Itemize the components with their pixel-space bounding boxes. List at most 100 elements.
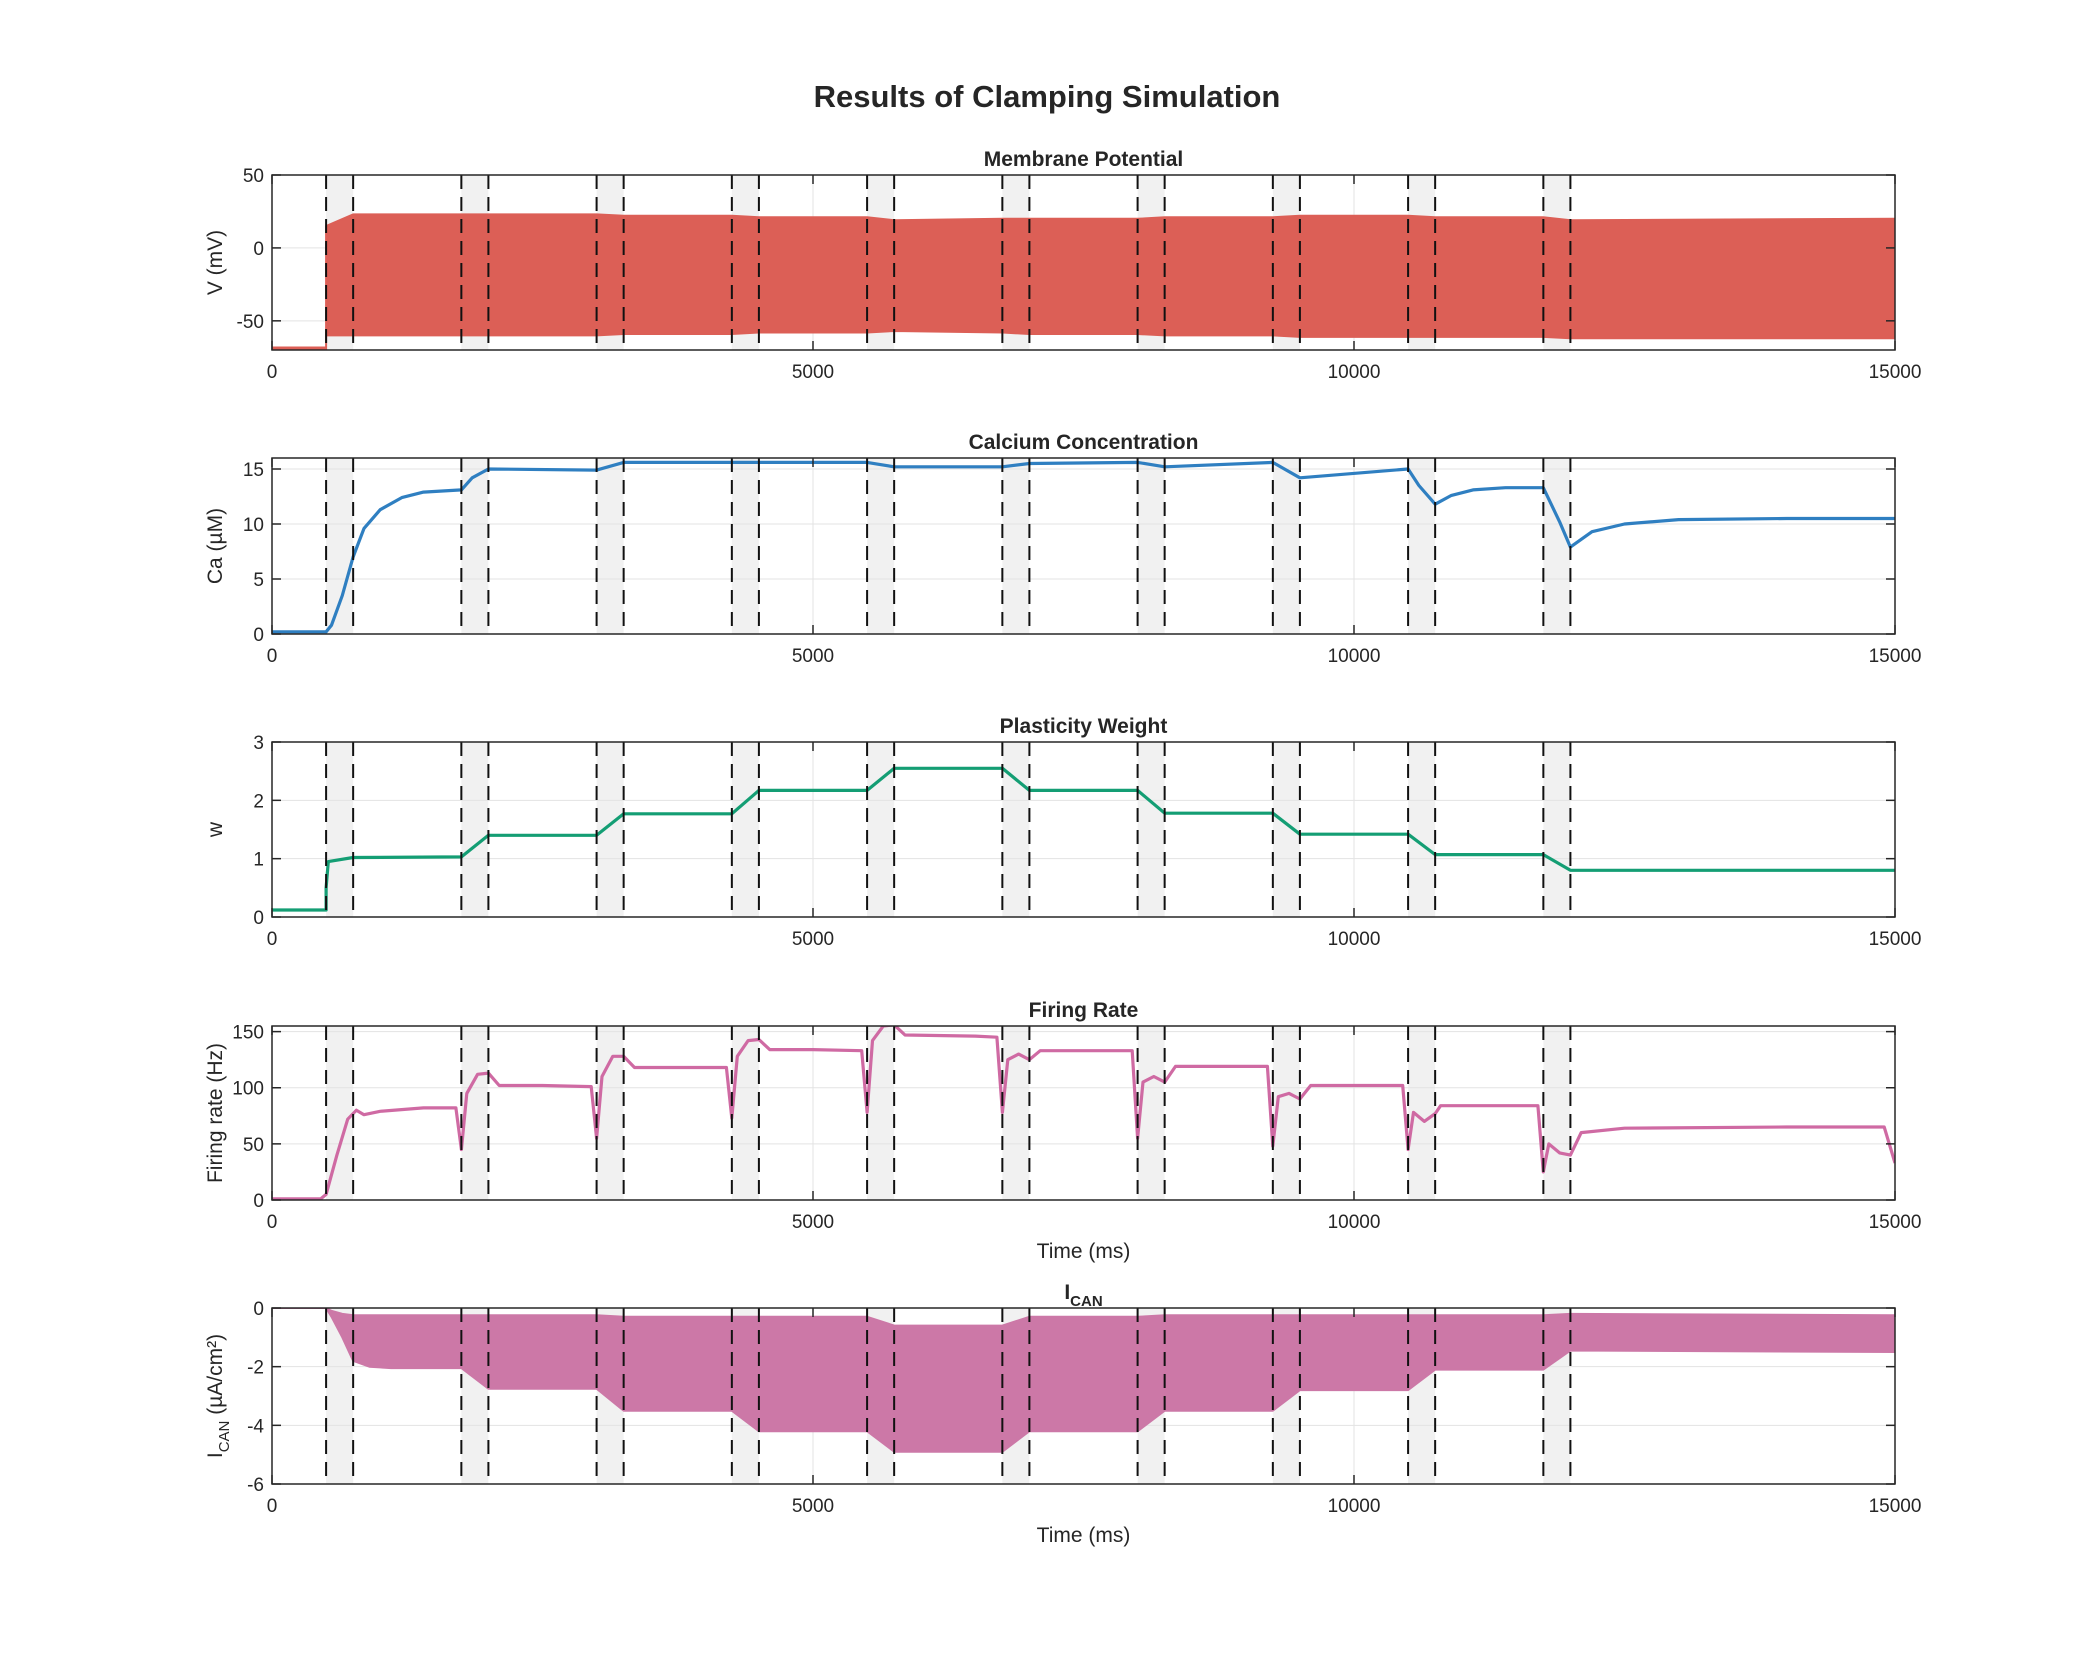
- clamp-window: [1002, 742, 1030, 917]
- clamp-window: [731, 742, 759, 917]
- figure-title: Results of Clamping Simulation: [814, 79, 1281, 114]
- x-tick-label: 10000: [1328, 362, 1381, 383]
- y-axis-label: V (mV): [204, 230, 227, 295]
- x-tick-label: 5000: [792, 1496, 834, 1517]
- y-tick-label: 1: [253, 850, 264, 871]
- x-tick-label: 10000: [1328, 646, 1381, 667]
- clamp-window: [1272, 458, 1300, 634]
- plasticity-weight-panel: 0 5000 10000 15000 0 1 2 3 Plasticity Weight w: [204, 715, 1921, 950]
- series-group: [272, 1026, 1895, 1200]
- x-axis-label: Time (ms): [1037, 1524, 1131, 1547]
- clamp-window: [1137, 1026, 1165, 1200]
- y-tick-label: 15: [243, 460, 264, 481]
- y-axis-label: Firing rate (Hz): [204, 1043, 227, 1183]
- series-line: [272, 460, 1895, 634]
- y-tick-label: 10: [243, 515, 264, 536]
- x-tick-label: 15000: [1869, 646, 1922, 667]
- firing-rate-panel: 0 5000 10000 15000 0 50 100 150 Firing Rate Firin…: [204, 999, 1921, 1263]
- y-tick-label: 0: [253, 1191, 264, 1212]
- y-tick-label: 50: [243, 1135, 264, 1156]
- clamp-window: [1543, 458, 1571, 634]
- y-tick-label: 0: [253, 625, 264, 646]
- panel-title: ICAN: [1064, 1281, 1102, 1310]
- x-tick-label: 15000: [1869, 362, 1922, 383]
- calcium-concentration-panel: 0 5000 10000 15000 0 5 10 15 Calcium Concentrati…: [204, 431, 1921, 667]
- panel-title-subscript: CAN: [1070, 1293, 1103, 1310]
- clamp-window: [1543, 1026, 1571, 1200]
- y-tick-label: 5: [253, 570, 264, 591]
- clamp-window: [1137, 742, 1165, 917]
- y-tick-label: -2: [247, 1358, 264, 1379]
- y-tick-label: -4: [247, 1416, 264, 1437]
- clamp-window: [461, 458, 489, 634]
- series-band: [272, 213, 1895, 350]
- panel-title: Calcium Concentration: [969, 431, 1199, 454]
- axes-box: [271, 741, 1896, 918]
- x-tick-label: 0: [267, 362, 278, 383]
- y-tick-label: 0: [253, 239, 264, 260]
- x-tick-label: 5000: [792, 1212, 834, 1233]
- x-axis-label: Time (ms): [1037, 1240, 1131, 1263]
- panel-title: Firing Rate: [1029, 999, 1139, 1022]
- x-tick-label: 10000: [1328, 929, 1381, 950]
- series-group: [272, 213, 1895, 350]
- y-tick-label: -50: [237, 312, 264, 333]
- x-tick-label: 0: [267, 646, 278, 667]
- i-can-panel: 0 5000 10000 15000 -6 -4 -2 0 ICAN ICAN (µA/cm²) T…: [204, 1281, 1921, 1547]
- y-axis-label-units: (µA/cm²): [204, 1334, 227, 1421]
- clamp-window: [1543, 742, 1571, 917]
- x-tick-label: 0: [267, 929, 278, 950]
- series-line: [272, 1026, 1895, 1200]
- clamp-window: [596, 742, 624, 917]
- clamp-window: [1408, 742, 1436, 917]
- clamp-window: [596, 1026, 624, 1200]
- membrane-potential-panel: 0 5000 10000 15000 -50 0 50 Membrane Potential V…: [204, 148, 1921, 383]
- clamp-window: [1408, 458, 1436, 634]
- y-axis-label: ICAN (µA/cm²): [204, 1334, 233, 1458]
- y-tick-label: 0: [253, 1299, 264, 1320]
- clamp-window: [1002, 1026, 1030, 1200]
- series-line: [272, 766, 1895, 912]
- y-tick-label: 50: [243, 166, 264, 187]
- panel-title: Plasticity Weight: [1000, 715, 1168, 738]
- x-tick-label: 5000: [792, 646, 834, 667]
- x-tick-label: 15000: [1869, 929, 1922, 950]
- axes-box: [271, 1025, 1896, 1201]
- y-axis-label: Ca (µM): [204, 508, 227, 584]
- axes-box: [271, 1307, 1896, 1485]
- clamp-window: [596, 458, 624, 634]
- x-tick-label: 15000: [1869, 1496, 1922, 1517]
- x-tick-label: 15000: [1869, 1212, 1922, 1233]
- y-axis-label-subscript: CAN: [216, 1421, 233, 1453]
- y-tick-label: 0: [253, 908, 264, 929]
- y-tick-label: -6: [247, 1475, 264, 1496]
- x-tick-label: 5000: [792, 362, 834, 383]
- panel-title: Membrane Potential: [984, 148, 1184, 171]
- clamp-window: [326, 742, 354, 917]
- x-tick-label: 10000: [1328, 1496, 1381, 1517]
- clamp-window: [731, 1026, 759, 1200]
- y-tick-label: 3: [253, 733, 264, 754]
- clamp-window: [461, 742, 489, 917]
- clamp-window: [1137, 458, 1165, 634]
- y-tick-label: 2: [253, 791, 264, 812]
- clamp-window: [1002, 458, 1030, 634]
- x-tick-label: 10000: [1328, 1212, 1381, 1233]
- axes-box: [271, 174, 1896, 351]
- clamp-window: [326, 1026, 354, 1200]
- series-group: [272, 766, 1895, 912]
- clamp-window: [867, 458, 895, 634]
- clamp-window: [326, 458, 354, 634]
- y-tick-label: 100: [232, 1079, 264, 1100]
- series-band: [272, 1308, 1895, 1453]
- x-tick-label: 5000: [792, 929, 834, 950]
- x-tick-label: 0: [267, 1496, 278, 1517]
- y-tick-label: 150: [232, 1023, 264, 1044]
- series-group: [272, 1308, 1895, 1453]
- x-tick-label: 0: [267, 1212, 278, 1233]
- series-group: [272, 460, 1895, 634]
- y-axis-label: w: [204, 821, 227, 838]
- clamp-window: [867, 742, 895, 917]
- clamp-window: [731, 458, 759, 634]
